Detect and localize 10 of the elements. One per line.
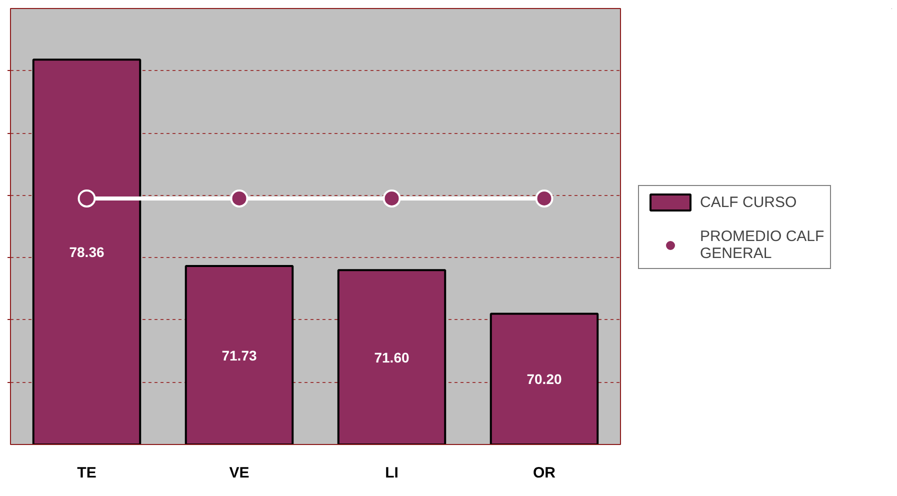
legend-label: CALF CURSO [700,194,797,210]
legend-label: PROMEDIO CALF GENERAL [700,228,824,262]
x-tick-label: TE [77,464,96,482]
x-tick-label: OR [533,464,556,482]
data-label: 78.36 [69,244,104,260]
data-label: 71.73 [222,347,257,364]
x-tick-label: VE [229,464,250,482]
data-label: 71.60 [374,349,410,366]
data-label: 70.20 [526,371,562,388]
x-tick-label: LI [385,464,398,482]
